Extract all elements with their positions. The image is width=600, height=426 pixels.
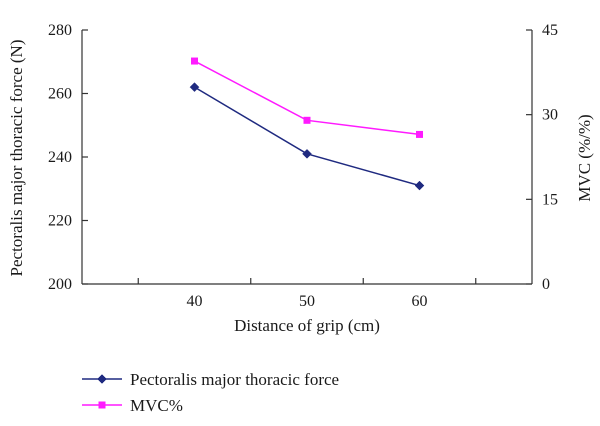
x-axis-title: Distance of grip (cm) <box>234 316 380 335</box>
tick-marks: 200 220 240 260 280 0 15 30 45 40 50 60 <box>48 22 558 310</box>
left-y-tick-label: 220 <box>48 213 72 230</box>
left-y-tick-label: 200 <box>48 276 72 293</box>
right-y-tick-label: 15 <box>542 191 558 208</box>
legend: Pectoralis major thoracic force MVC% <box>82 370 339 415</box>
pectoralis-force-legend-label: Pectoralis major thoracic force <box>130 370 339 389</box>
right-y-tick-label: 45 <box>542 22 558 39</box>
data-series <box>189 57 425 191</box>
pectoralis-force-series-line <box>194 86 420 187</box>
pectoralis-force-point <box>414 180 425 191</box>
x-tick-label: 60 <box>412 293 428 310</box>
pectoralis-force-point <box>189 82 200 93</box>
pectoralis-force-legend-marker <box>97 374 107 384</box>
left-y-tick-label: 280 <box>48 22 72 39</box>
mvc-point <box>416 130 423 138</box>
mvc-point <box>303 116 311 124</box>
mvc-point <box>191 57 198 65</box>
x-tick-label: 50 <box>299 293 315 310</box>
left-y-tick-label: 260 <box>48 86 72 103</box>
right-y-tick-label: 0 <box>542 276 550 293</box>
mvc-legend-marker <box>98 401 106 409</box>
left-y-axis-title: Pectoralis major thoracic force (N) <box>7 40 26 277</box>
right-y-axis-title: MVC (%/%) <box>575 114 594 201</box>
x-tick-label: 40 <box>187 293 203 310</box>
left-y-tick-label: 240 <box>48 149 72 166</box>
pectoralis-force-point <box>302 148 312 159</box>
mvc-legend-label: MVC% <box>130 396 183 415</box>
right-y-tick-label: 30 <box>542 107 558 124</box>
